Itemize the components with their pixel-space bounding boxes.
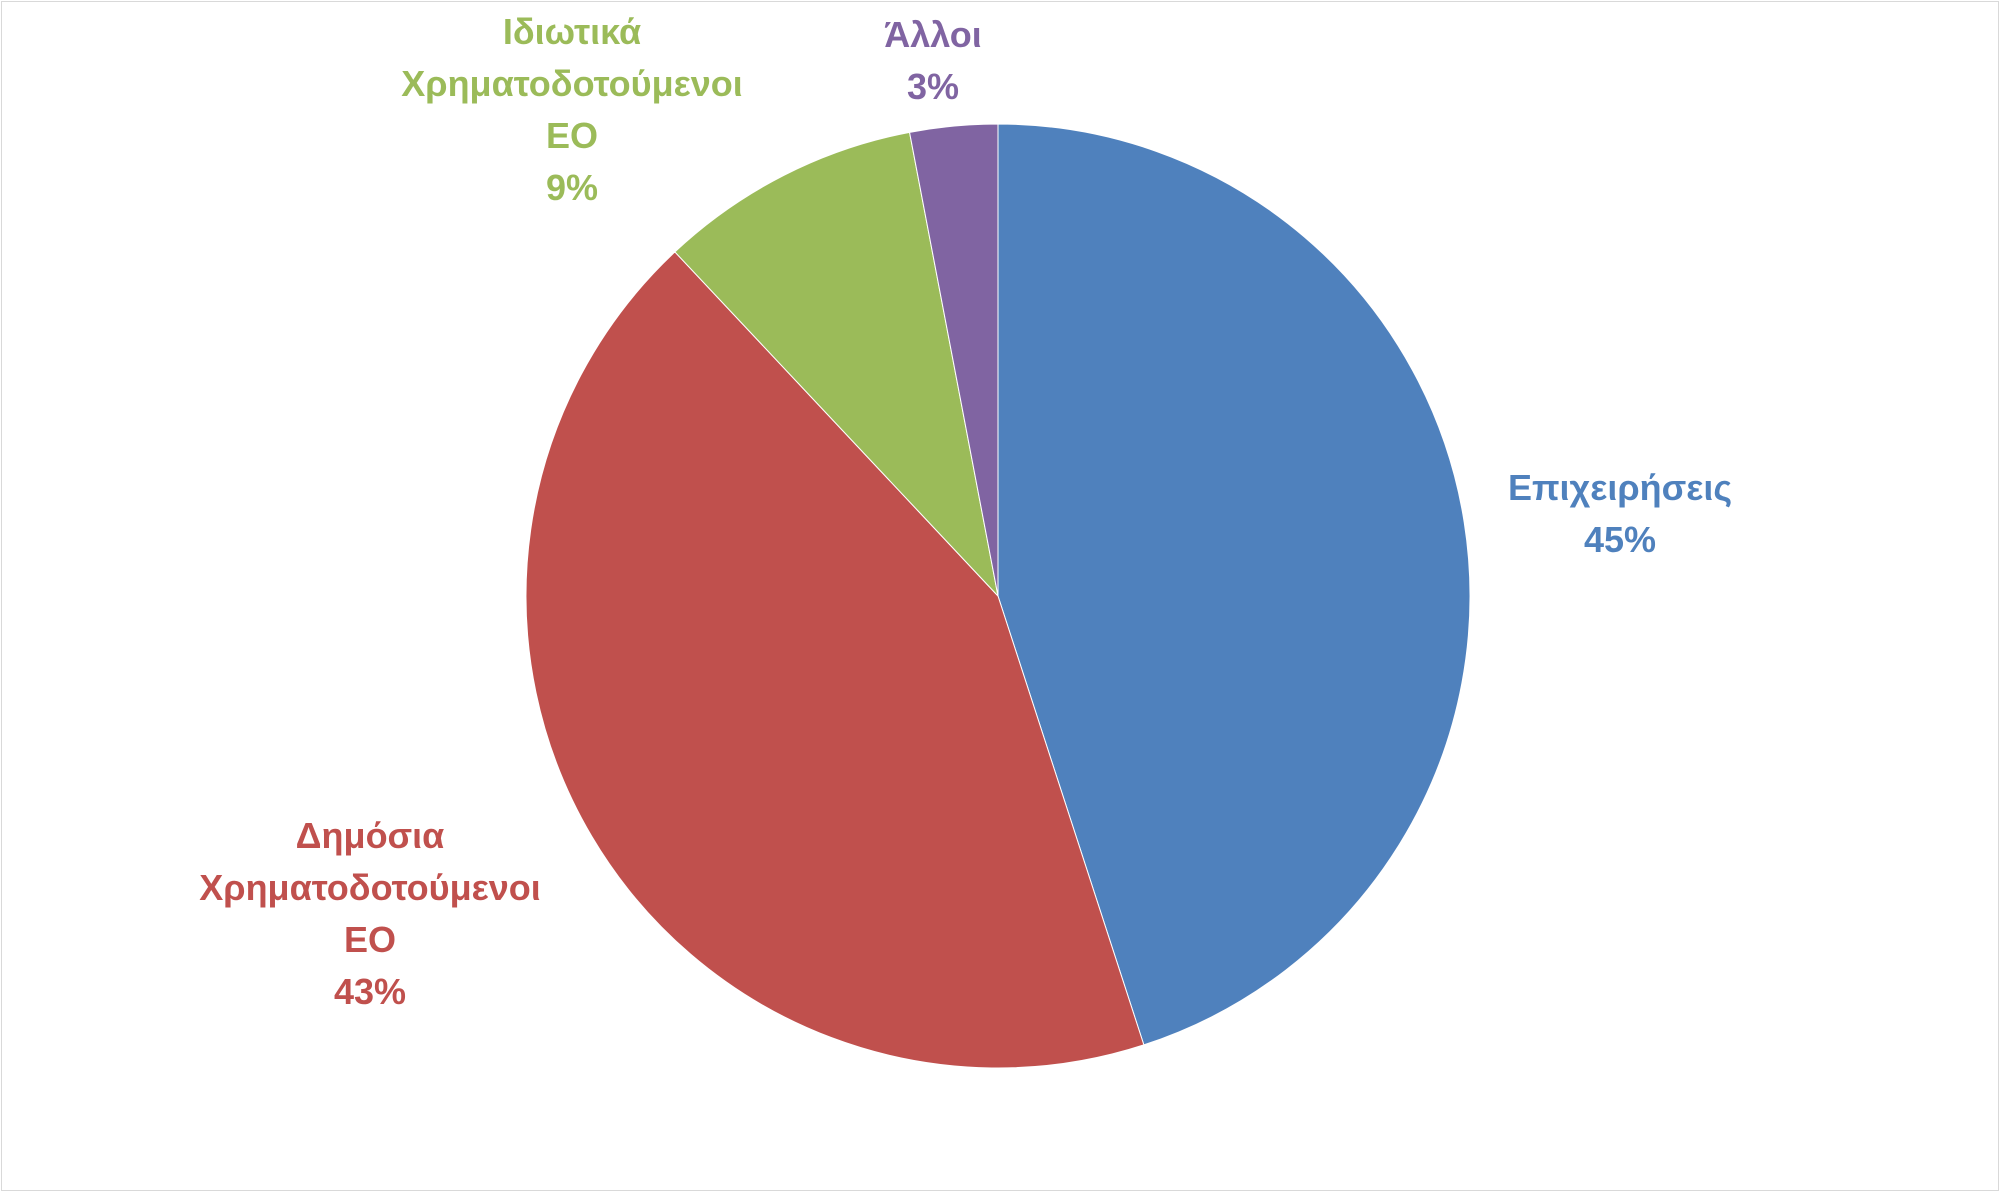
data-label-line: 45% [1584, 519, 1656, 560]
pie-slice-4[interactable] [908, 123, 999, 597]
pie-slice-3[interactable] [674, 131, 999, 598]
data-label-line: ΕΟ [344, 919, 396, 960]
pie-slice-1[interactable] [997, 123, 1471, 1046]
data-label-line: Άλλοι [884, 14, 982, 55]
data-label-line: 3% [907, 66, 959, 107]
data-label-2: Δημόσια Χρηματοδοτούμενοι ΕΟ 43% [199, 815, 540, 1012]
data-label-line: Χρηματοδοτούμενοι [199, 867, 540, 908]
data-label-line: 43% [334, 971, 406, 1012]
data-label-line: Ιδιωτικά [503, 11, 641, 52]
data-labels: Επιχειρήσεις 45% Δημόσια Χρηματοδοτούμενοι Ε… [199, 11, 1732, 1012]
data-label-3: Ιδιωτικά Χρηματοδοτούμενοι ΕΟ 9% [401, 11, 742, 208]
data-label-line: Δημόσια [296, 815, 445, 856]
data-label-line: 9% [546, 167, 598, 208]
data-label-line: Χρηματοδοτούμενοι [401, 63, 742, 104]
data-label-line: Επιχειρήσεις [1508, 467, 1732, 508]
data-label-line: ΕΟ [546, 115, 598, 156]
data-label-1: Επιχειρήσεις 45% [1508, 467, 1732, 560]
pie-slices [525, 123, 1471, 1069]
data-label-4: Άλλοι 3% [884, 14, 982, 107]
pie-slice-2[interactable] [525, 251, 1145, 1069]
